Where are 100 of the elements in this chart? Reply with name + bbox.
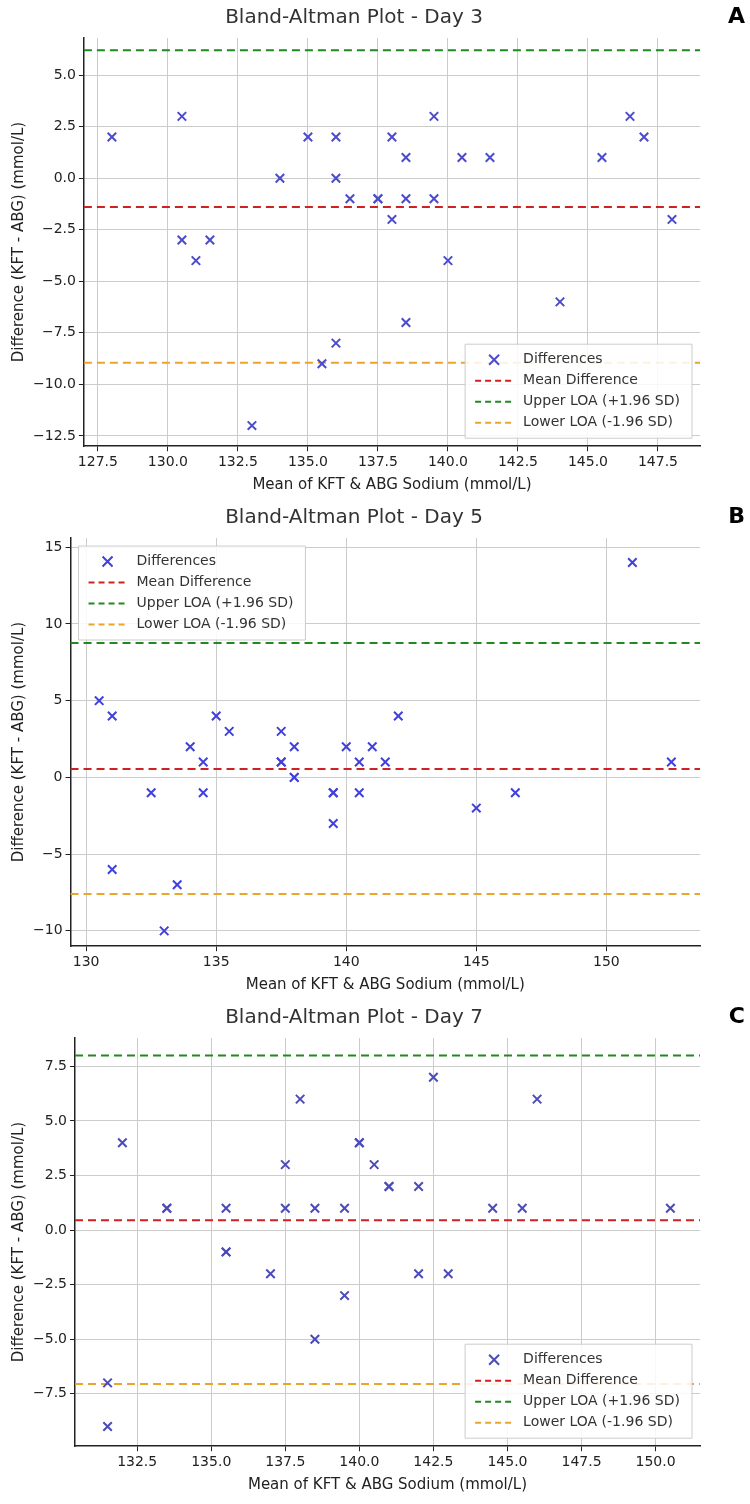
x-tick-label: 130.0 (147, 453, 188, 470)
x-axis-title: Mean of KFT & ABG Sodium (mmol/L) (247, 1474, 528, 1493)
y-axis-title: Difference (KFT - ABG) (mmol/L) (8, 121, 27, 363)
point (400, 317, 412, 328)
point (341, 741, 352, 752)
point (176, 234, 188, 246)
y-tick-label: 0.0 (53, 168, 76, 185)
y-tick-label: 5 (53, 691, 63, 708)
x-tick-label: 145.0 (567, 453, 609, 470)
point (487, 1203, 498, 1214)
point (484, 152, 496, 163)
x-tick-label: 140.0 (339, 1453, 380, 1470)
x-tick-label: 150 (592, 953, 620, 970)
point (275, 726, 287, 737)
y-tick-label: 15 (44, 537, 63, 554)
point (190, 255, 202, 266)
point (274, 172, 286, 184)
point (367, 741, 378, 752)
point (288, 741, 300, 752)
x-tick-label: 137.5 (357, 453, 398, 470)
legend-label: Mean Difference (523, 1371, 638, 1388)
x-tick-label: 142.5 (497, 453, 539, 470)
point (428, 1072, 439, 1083)
legend-label: Upper LOA (+1.96 SD) (523, 392, 681, 409)
legend-label: Mean Difference (523, 371, 638, 388)
point (596, 152, 608, 163)
legend-label: Lower LOA (-1.96 SD) (136, 615, 287, 632)
x-tick-label: 142.5 (413, 1453, 454, 1470)
x-tick-label: 130 (72, 953, 100, 970)
text: A (727, 2, 745, 28)
point (638, 131, 650, 143)
point (442, 1268, 454, 1279)
point (627, 557, 638, 568)
chart-title: Bland-Altman Plot - Day 7 (225, 1004, 483, 1029)
point (517, 1203, 528, 1214)
point (93, 695, 105, 706)
y-tick-label: −7.5 (33, 1384, 67, 1401)
legend-label: Differences (523, 350, 603, 367)
point (442, 255, 454, 266)
x-tick-label: 135.0 (191, 1453, 232, 1470)
point (665, 1203, 676, 1214)
point (554, 296, 566, 308)
point (386, 214, 398, 225)
y-tick-label: 0 (53, 768, 63, 785)
point (413, 1268, 424, 1279)
legend-label: Differences (136, 552, 217, 569)
point (380, 756, 391, 768)
point (117, 1137, 128, 1149)
point (471, 802, 482, 814)
point (510, 787, 521, 798)
x-tick-label: 140.0 (427, 453, 469, 470)
legend-label: Upper LOA (+1.96 SD) (523, 1392, 681, 1409)
point (145, 787, 157, 798)
x-tick-label: 147.5 (561, 1453, 602, 1470)
chart-title: Bland-Altman Plot - Day 5 (225, 504, 483, 529)
y-tick-label: −12.5 (33, 426, 76, 443)
legend-label: Mean Difference (136, 573, 252, 590)
point (158, 925, 170, 937)
x-tick-label: 132.5 (217, 453, 258, 470)
point (330, 172, 342, 184)
point (220, 1203, 232, 1214)
point (330, 337, 342, 349)
y-tick-label: −10.0 (33, 374, 76, 391)
point (184, 741, 196, 752)
y-tick-label: −5.0 (41, 271, 76, 288)
y-tick-label: 5.0 (44, 1111, 67, 1128)
point (393, 710, 404, 722)
text: C (728, 1002, 745, 1028)
x-tick-label: 147.5 (637, 453, 679, 470)
y-tick-label: 5.0 (53, 65, 76, 82)
point (330, 131, 342, 143)
point (197, 787, 209, 798)
x-tick-label: 127.5 (77, 453, 118, 470)
legend-label: Upper LOA (+1.96 SD) (136, 594, 294, 611)
point (223, 726, 235, 737)
x-tick-label: 150.0 (635, 1453, 676, 1470)
x-tick-label: 135 (202, 953, 230, 970)
legend-label: Lower LOA (-1.96 SD) (523, 413, 673, 430)
x-tick-label: 135.0 (287, 453, 328, 470)
point (294, 1093, 306, 1105)
point (328, 818, 339, 829)
point (316, 358, 328, 369)
point (204, 234, 216, 246)
point (339, 1290, 350, 1301)
point (265, 1268, 276, 1279)
point (176, 111, 188, 122)
point (106, 131, 118, 143)
point (666, 214, 678, 225)
point (344, 193, 356, 205)
point (171, 879, 183, 891)
y-tick-label: −7.5 (41, 323, 76, 340)
y-tick-label: 2.5 (44, 1166, 67, 1183)
point (197, 756, 209, 768)
x-tick-label: 140 (332, 953, 360, 970)
x-tick-label: 137.5 (265, 1453, 306, 1470)
point (309, 1334, 321, 1345)
point (280, 1203, 291, 1214)
x-tick-label: 145 (462, 953, 490, 970)
y-tick-label: −2.5 (33, 1275, 67, 1292)
point (246, 420, 258, 431)
